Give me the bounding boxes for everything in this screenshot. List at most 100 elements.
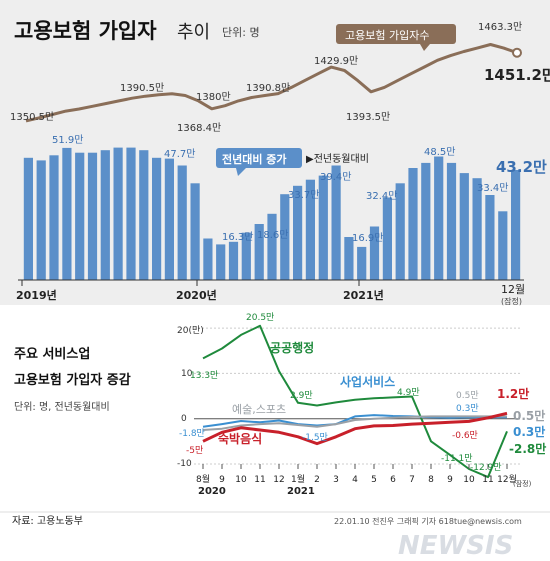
- bar-label-39-4: 39.4만: [320, 171, 351, 183]
- unit-label: 단위: 명: [222, 26, 260, 39]
- x-tick-label: 7: [409, 475, 415, 485]
- bar: [318, 175, 328, 280]
- series-label-arts-sports: 예술,스포츠: [232, 403, 286, 416]
- series-line: [202, 324, 508, 479]
- line-label-1390-5: 1390.5만: [120, 82, 164, 94]
- line-legend-label: 고용보험 가입자수: [345, 29, 429, 42]
- bar: [113, 147, 123, 280]
- bar-series: [23, 147, 521, 280]
- x-tick-label: 10: [463, 475, 475, 485]
- x-tick-label: 6: [390, 475, 396, 485]
- line-legend-pointer: [420, 44, 430, 51]
- bar: [139, 150, 149, 280]
- c2-label-0-3-blue: 0.3만: [456, 403, 479, 414]
- x-label-provisional: (잠정): [501, 296, 522, 306]
- c2-label-0-5: 0.5만: [513, 408, 545, 423]
- bar-label-47-7: 47.7만: [164, 148, 195, 160]
- bar-label-33-7: 33.7만: [288, 189, 319, 201]
- chart2-unit: 단위: 명, 전년동월대비: [14, 400, 110, 413]
- x-tick-label: 4: [352, 475, 358, 485]
- bar: [36, 160, 46, 280]
- line-label-1350: 1350.5만: [10, 111, 54, 123]
- bar: [241, 232, 251, 280]
- bar: [498, 211, 508, 280]
- line-label-1368: 1368.4만: [177, 122, 221, 134]
- c2-label-13-3: 13.3만: [190, 370, 218, 381]
- c2-label-minus-0-6: -0.6만: [452, 430, 478, 441]
- x-tick-label: 12: [273, 475, 284, 485]
- bar: [100, 150, 110, 280]
- x-tick-label: 8: [428, 475, 434, 485]
- c2-label-1-2: 1.2만: [497, 386, 529, 401]
- bar: [190, 183, 200, 280]
- line-label-1393: 1393.5만: [346, 111, 390, 123]
- x-tick-label: 10: [235, 475, 247, 485]
- c2-label-minus-1-8: -1.8만: [179, 428, 205, 439]
- bar-label-18-6: 18.6만: [257, 229, 288, 241]
- bar: [331, 165, 341, 280]
- c2-label-20-5: 20.5만: [246, 312, 274, 323]
- bar: [344, 237, 354, 280]
- chart2-title-line2: 고용보험 가입자 증감: [14, 372, 131, 388]
- series-line: [202, 411, 508, 446]
- line-label-1463: 1463.3만: [478, 21, 522, 33]
- bar: [203, 238, 213, 280]
- c2-label-2-9: 2.9만: [290, 390, 313, 401]
- bar: [459, 173, 469, 280]
- c2-label-minus-2-8: -2.8만: [509, 441, 546, 456]
- c2-label-4-9: 4.9만: [397, 387, 420, 398]
- c2-label-0-5-gray: 0.5만: [456, 390, 479, 401]
- x-label-2021: 2021년: [343, 288, 384, 302]
- x-tick-label: 1월: [291, 473, 305, 485]
- page-title: 고용보험 가입자: [14, 19, 157, 43]
- series-line: [202, 415, 507, 431]
- bar: [49, 155, 59, 280]
- bar-label-16-3: 16.3만: [222, 231, 253, 243]
- line-path: [25, 43, 518, 123]
- c2-label-minus-5: -5만: [186, 445, 203, 456]
- chart2-grid: [194, 327, 520, 465]
- c2-label-minus-11-1: -11.1만: [441, 453, 473, 464]
- bar: [485, 195, 495, 280]
- bar: [254, 224, 264, 280]
- bar-label-48-5: 48.5만: [424, 146, 455, 158]
- c2-label-minus-12-9: -12.9만: [470, 462, 502, 473]
- series-label-public-admin: 공공행정: [270, 340, 314, 355]
- bar: [216, 244, 226, 280]
- chart2-title-line1: 주요 서비스업: [14, 347, 90, 362]
- x-tick-label: 3: [333, 475, 339, 485]
- x-tick-label: 8월: [196, 473, 210, 485]
- y-tick-0: 0: [181, 414, 187, 424]
- bar: [369, 226, 380, 280]
- line-label-1390-8: 1390.8만: [246, 82, 290, 94]
- x-tick-label: 2: [314, 475, 320, 485]
- bar: [511, 170, 521, 280]
- line-legend-tag: [336, 24, 456, 44]
- series-label-food-lodging: 숙박음식: [218, 431, 262, 446]
- bar: [87, 152, 98, 280]
- x-label-2020: 2020년: [176, 288, 217, 302]
- line-label-1429: 1429.9만: [314, 55, 358, 67]
- line-series: [25, 43, 522, 123]
- bar: [434, 156, 444, 280]
- bar: [228, 241, 239, 280]
- line-label-1380: 1380만: [196, 91, 231, 103]
- bar-legend-pointer: [236, 168, 246, 176]
- bar: [446, 162, 457, 280]
- source-label: 자료: 고용노동부: [12, 515, 83, 527]
- bar-label-32-4: 32.4만: [366, 190, 397, 202]
- bar: [408, 168, 418, 280]
- series-label-business-services: 사업서비스: [340, 374, 395, 389]
- bar: [177, 165, 187, 280]
- c2-label-0-3: 0.3만: [513, 424, 545, 439]
- bar-label-16-9: 16.9만: [352, 232, 383, 244]
- newsis-logo: NEWSIS: [398, 531, 513, 561]
- page-title-suffix: 추이: [177, 22, 210, 43]
- x-tick-label: 9: [447, 475, 453, 485]
- x-tick-label: 12월: [497, 473, 517, 485]
- year-label-2020: 2020: [198, 486, 226, 497]
- bar: [267, 213, 277, 280]
- bar-legend-label: 전년대비 증가: [222, 152, 287, 166]
